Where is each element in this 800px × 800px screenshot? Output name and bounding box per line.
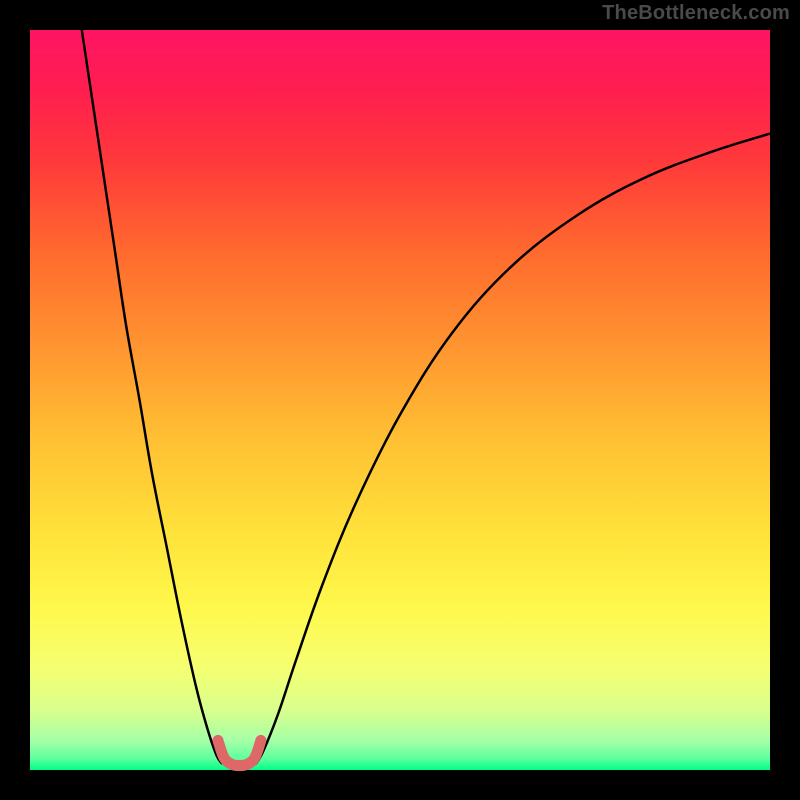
plot-background bbox=[30, 30, 770, 770]
bottleneck-chart bbox=[0, 0, 800, 800]
chart-frame: TheBottleneck.com bbox=[0, 0, 800, 800]
watermark-text: TheBottleneck.com bbox=[602, 2, 790, 25]
